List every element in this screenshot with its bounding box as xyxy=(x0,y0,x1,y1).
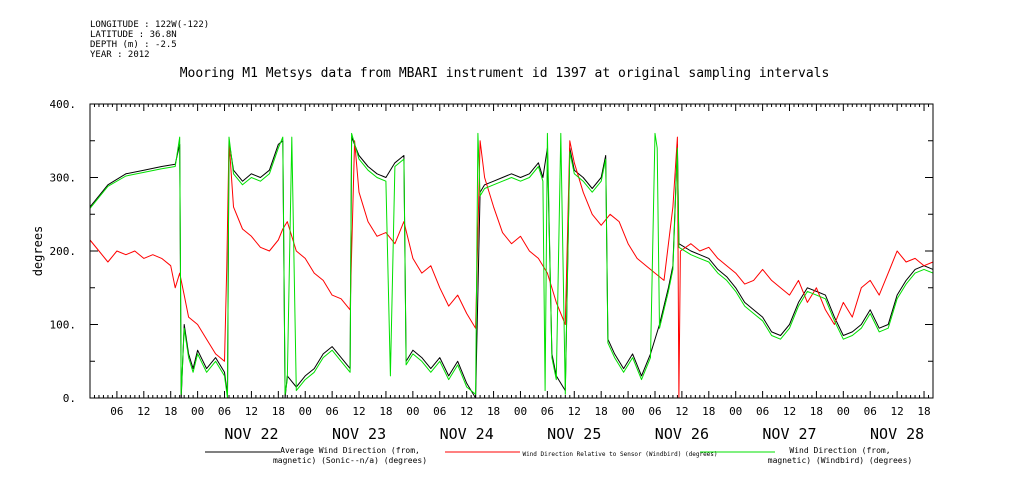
x-day-label: NOV 26 xyxy=(655,425,709,443)
x-hour-tick-label: 06 xyxy=(648,405,661,418)
latitude-text: LATITUDE : 36.8N xyxy=(90,30,177,40)
x-hour-tick-label: 00 xyxy=(406,405,419,418)
axis-ticks: 06 12 18 00 06 12 18 00 06 12 18 00 06 12 18 00 06 12 18 00… xyxy=(50,98,934,443)
legend: Average Wind Direction (from,magnetic) (… xyxy=(205,446,912,465)
x-hour-tick-label: 06 xyxy=(326,405,339,418)
x-hour-tick-label: 12 xyxy=(891,405,904,418)
x-hour-tick-label: 12 xyxy=(568,405,581,418)
x-hour-tick-label: 18 xyxy=(702,405,715,418)
y-tick-label: 0. xyxy=(63,392,76,405)
plot-lines xyxy=(89,132,934,399)
x-hour-tick-label: 06 xyxy=(110,405,123,418)
x-day-label: NOV 28 xyxy=(870,425,924,443)
x-hour-tick-label: 18 xyxy=(164,405,177,418)
legend-label-2-line2: magnetic) (Windbird) (degrees) xyxy=(768,456,913,465)
legend-label-0-line2: magnetic) (Sonic--n/a) (degrees) xyxy=(273,456,427,465)
x-hour-tick-label: 18 xyxy=(810,405,823,418)
y-tick-label: 200. xyxy=(50,245,77,258)
x-hour-tick-label: 12 xyxy=(352,405,365,418)
x-hour-tick-label: 18 xyxy=(272,405,285,418)
x-hour-tick-label: 00 xyxy=(514,405,527,418)
y-tick-label: 100. xyxy=(50,319,77,332)
x-hour-tick-label: 06 xyxy=(433,405,446,418)
y-tick-label: 300. xyxy=(50,172,77,185)
year-text: YEAR : 2012 xyxy=(90,50,150,60)
x-hour-tick-label: 18 xyxy=(379,405,392,418)
x-day-label: NOV 23 xyxy=(332,425,386,443)
legend-label-0: Average Wind Direction (from, xyxy=(280,446,420,455)
x-hour-tick-label: 12 xyxy=(460,405,473,418)
y-axis-label: degrees xyxy=(31,226,45,277)
x-hour-tick-label: 00 xyxy=(729,405,742,418)
series-line-0 xyxy=(89,136,934,399)
x-hour-tick-label: 00 xyxy=(299,405,312,418)
x-day-label: NOV 25 xyxy=(547,425,601,443)
depth-text: DEPTH (m) : -2.5 xyxy=(90,40,177,50)
x-hour-tick-label: 12 xyxy=(137,405,150,418)
chart-title: Mooring M1 Metsys data from MBARI instru… xyxy=(179,66,830,81)
x-day-label: NOV 24 xyxy=(440,425,494,443)
x-hour-tick-label: 12 xyxy=(675,405,688,418)
legend-label-1: Wind Direction Relative to Sensor (Windb… xyxy=(522,451,717,458)
metadata-block: LONGITUDE : 122W(-122) LATITUDE : 36.8N … xyxy=(90,20,209,60)
x-day-label: NOV 22 xyxy=(224,425,278,443)
x-hour-tick-label: 06 xyxy=(756,405,769,418)
x-hour-tick-label: 00 xyxy=(191,405,204,418)
longitude-text: LONGITUDE : 122W(-122) xyxy=(90,20,210,30)
x-hour-tick-label: 12 xyxy=(783,405,796,418)
x-hour-tick-label: 06 xyxy=(864,405,877,418)
x-hour-tick-label: 00 xyxy=(621,405,634,418)
x-day-label: NOV 27 xyxy=(762,425,816,443)
x-hour-tick-label: 12 xyxy=(245,405,258,418)
y-tick-label: 400. xyxy=(50,98,77,111)
x-hour-tick-label: 18 xyxy=(487,405,500,418)
x-hour-tick-label: 06 xyxy=(218,405,231,418)
x-hour-tick-label: 00 xyxy=(837,405,850,418)
legend-label-2: Wind Direction (from, xyxy=(789,446,890,455)
x-hour-tick-label: 18 xyxy=(917,405,930,418)
plot-frame xyxy=(89,103,934,399)
series-line-2 xyxy=(89,132,934,399)
x-hour-tick-label: 18 xyxy=(595,405,608,418)
series-line-1 xyxy=(89,136,934,399)
x-hour-tick-label: 06 xyxy=(541,405,554,418)
